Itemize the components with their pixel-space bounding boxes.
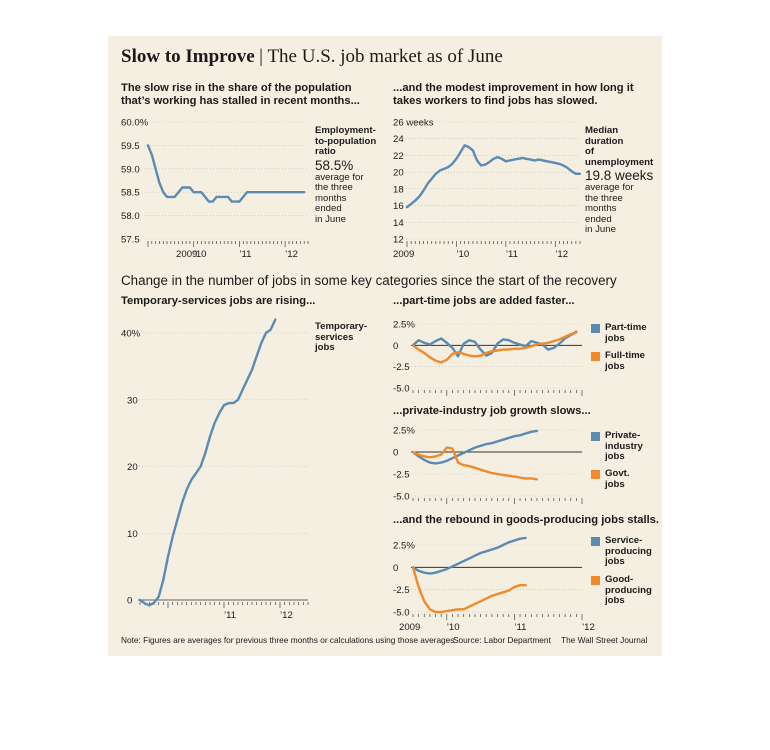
duration-subtitle-line1: ...and the modest improvement in how lon… — [393, 82, 634, 94]
emp-pop-subtitle-line2: that’s working has stalled in recent mon… — [121, 95, 360, 107]
temp-ytick-label: 0 — [127, 596, 132, 607]
private-series-private-industry-jobs — [411, 429, 539, 465]
parttime-ytick-label: 2.5% — [393, 320, 415, 331]
goods-legend-label: Good-producing jobs — [605, 574, 652, 606]
graphic-title: Slow to Improve | The U.S. job market as… — [121, 46, 503, 68]
goods-xtick-label: ’10 — [447, 622, 460, 633]
emp-pop-desc: average for the three months ended in Ju… — [315, 171, 364, 225]
duration-xtick-label: ’11 — [506, 249, 518, 260]
footer-source: Source: Labor Department — [453, 635, 551, 645]
goods-subtitle: ...and the rebound in goods-producing jo… — [393, 514, 660, 526]
private-ytick-label: -2.5 — [393, 470, 410, 481]
emp-pop-annotation: Employment- to-population ratio 58.5% av… — [315, 125, 377, 225]
duration-ytick-label: 24 — [393, 134, 404, 145]
private-series-govt-jobs — [411, 446, 539, 481]
private-ytick-label: 2.5% — [393, 426, 415, 437]
duration-xtick-label: ’12 — [555, 249, 568, 260]
govt-legend-swatch — [591, 470, 600, 479]
duration-series-line-0 — [405, 144, 582, 209]
graphic-panel — [108, 36, 662, 656]
parttime-legend-label: Part-time jobs — [605, 322, 647, 344]
service-legend-swatch — [591, 537, 600, 546]
emp-pop-subtitle: The slow rise in the share of the popula… — [121, 82, 360, 108]
duration-ytick-label: 22 — [393, 151, 404, 162]
goods-ytick-label: 0 — [393, 563, 398, 574]
govt-legend-label: Govt. jobs — [605, 468, 630, 490]
temp-subtitle: Temporary-services jobs are rising... — [121, 295, 316, 307]
parttime-ytick-label: 0 — [393, 341, 398, 352]
parttime-series-full-time-jobs — [411, 331, 578, 364]
footer-credit: The Wall Street Journal — [561, 635, 648, 645]
parttime-series-part-time-jobs — [411, 330, 578, 358]
duration-desc: average for the three months ended in Ju… — [585, 182, 634, 235]
private-ytick-label: 0 — [393, 448, 398, 459]
title-separator: | — [259, 46, 263, 67]
title-bold: Slow to Improve — [121, 46, 255, 67]
goods-xtick-label: ’12 — [582, 622, 595, 633]
duration-value: 19.8 weeks — [585, 168, 654, 183]
footer-note: Note: Figures are averages for previous … — [121, 635, 455, 645]
service-legend-label: Service-producing jobs — [605, 535, 652, 567]
title-text: The U.S. job market as of June — [267, 46, 503, 67]
emp-pop-xtick-label: ’10 — [194, 249, 207, 260]
parttime-subtitle: ...part-time jobs are added faster... — [393, 295, 575, 307]
duration-ytick-label: 26 weeks — [393, 118, 434, 129]
temp-xtick-label: ’12 — [280, 610, 293, 621]
emp-pop-series-line-0 — [146, 144, 306, 203]
private-ytick-label: -5.0 — [393, 492, 410, 503]
emp-pop-ytick-label: 58.5 — [121, 188, 140, 199]
duration-ytick-label: 12 — [393, 235, 404, 246]
goods-ytick-label: 2.5% — [393, 541, 415, 552]
temp-ytick-label: 40% — [121, 329, 141, 340]
emp-pop-ytick-label: 59.5 — [121, 141, 140, 152]
emp-pop-xtick-label: ’11 — [239, 249, 251, 260]
emp-pop-ytick-label: 58.0 — [121, 211, 140, 222]
goods-series-service-producing-jobs — [411, 536, 527, 575]
duration-xtick-label: ’10 — [456, 249, 469, 260]
parttime-ytick-label: -5.0 — [393, 384, 410, 395]
duration-ytick-label: 18 — [393, 184, 404, 195]
goods-ytick-label: -5.0 — [393, 608, 410, 619]
section-heading: Change in the number of jobs in some key… — [121, 273, 617, 288]
parttime-ytick-label: -2.5 — [393, 362, 410, 373]
duration-annotation: Median duration of unemployment 19.8 wee… — [585, 125, 654, 236]
duration-xtick-label: 2009 — [393, 249, 414, 260]
duration-ytick-label: 20 — [393, 168, 404, 179]
emp-pop-ytick-label: 60.0% — [121, 118, 149, 129]
emp-pop-ytick-label: 57.5 — [121, 235, 140, 246]
emp-pop-ytick-label: 59.0 — [121, 164, 140, 175]
temp-ytick-label: 30 — [127, 395, 138, 406]
emp-pop-xtick-label: 2009 — [176, 249, 197, 260]
emp-pop-label: Employment- to-population ratio — [315, 125, 377, 157]
goods-legend-swatch — [591, 576, 600, 585]
temp-series-line-0 — [138, 318, 277, 607]
goods-xtick-label: ’11 — [514, 622, 526, 633]
duration-label: Median duration of unemployment — [585, 125, 654, 168]
fulltime-legend-label: Full-time jobs — [605, 350, 645, 372]
duration-subtitle: ...and the modest improvement in how lon… — [393, 82, 634, 108]
fulltime-legend-swatch — [591, 352, 600, 361]
goods-series-good-producing-jobs — [411, 566, 527, 614]
temp-ytick-label: 20 — [127, 462, 138, 473]
temp-ytick-label: 10 — [127, 529, 138, 540]
emp-pop-xtick-label: ’12 — [285, 249, 298, 260]
emp-pop-subtitle-line1: The slow rise in the share of the popula… — [121, 82, 352, 94]
parttime-legend-swatch — [591, 324, 600, 333]
duration-ytick-label: 14 — [393, 218, 404, 229]
emp-pop-value: 58.5% — [315, 157, 354, 173]
temp-xtick-label: ’11 — [224, 610, 236, 621]
private-legend-label: Private-industry jobs — [605, 430, 643, 462]
goods-xtick-label: 2009 — [399, 622, 420, 633]
duration-ytick-label: 16 — [393, 201, 404, 212]
private-subtitle: ...private-industry job growth slows... — [393, 405, 591, 417]
private-legend-swatch — [591, 432, 600, 441]
duration-subtitle-line2: takes workers to find jobs has slowed. — [393, 95, 598, 107]
temp-label: Temporary- services jobs — [315, 321, 368, 353]
goods-ytick-label: -2.5 — [393, 585, 410, 596]
